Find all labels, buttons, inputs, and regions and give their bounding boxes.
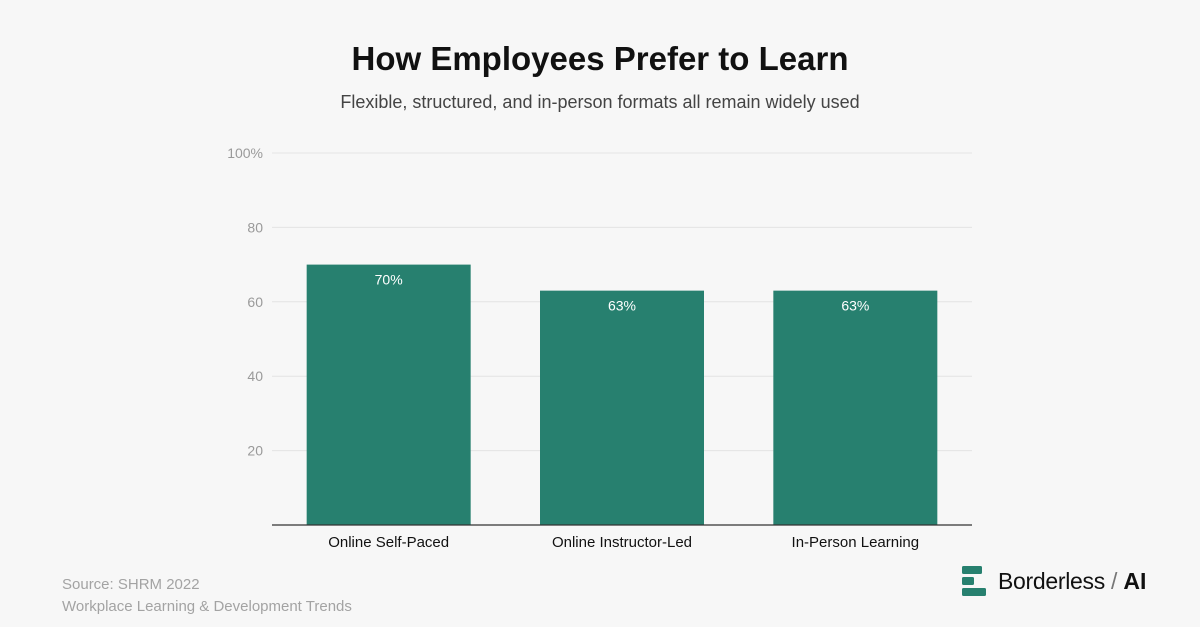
y-tick-label: 60: [247, 294, 263, 310]
data-label: 70%: [375, 272, 403, 288]
y-tick-label: 40: [247, 368, 263, 384]
bars: [306, 264, 938, 525]
x-category-label: Online Instructor-Led: [552, 534, 692, 551]
bar-online-instructor-led: [540, 290, 704, 525]
y-tick-label: 80: [247, 219, 263, 235]
brand-suffix: AI: [1123, 567, 1147, 594]
chart-title: How Employees Prefer to Learn: [351, 40, 849, 77]
y-tick-label: 20: [247, 443, 263, 459]
bar-in-person-learning: [773, 290, 938, 525]
brand-name: Borderless: [998, 567, 1105, 594]
source-line-1: Source: SHRM 2022: [62, 576, 200, 593]
source-line-2: Workplace Learning & Development Trends: [62, 598, 352, 615]
brand-separator: /: [1110, 567, 1118, 594]
bar-online-self-paced: [306, 264, 471, 525]
x-category-label: In-Person Learning: [792, 534, 920, 551]
x-axis-categories: Online Self-Paced Online Instructor-Led In…: [328, 534, 919, 551]
x-category-label: Online Self-Paced: [328, 534, 449, 551]
borderless-logo-icon: [962, 566, 986, 596]
data-label: 63%: [841, 298, 869, 314]
data-label: 63%: [608, 298, 636, 314]
brand-logo: Borderless / AI: [962, 566, 1146, 596]
data-labels: 70% 63% 63%: [375, 272, 870, 314]
y-tick-label: 100%: [227, 145, 263, 161]
source-note: Source: SHRM 2022 Workplace Learning & D…: [62, 574, 352, 618]
y-axis-ticks: 20 40 60 80 100%: [227, 145, 263, 459]
chart-subtitle: Flexible, structured, and in-person form…: [340, 92, 860, 112]
